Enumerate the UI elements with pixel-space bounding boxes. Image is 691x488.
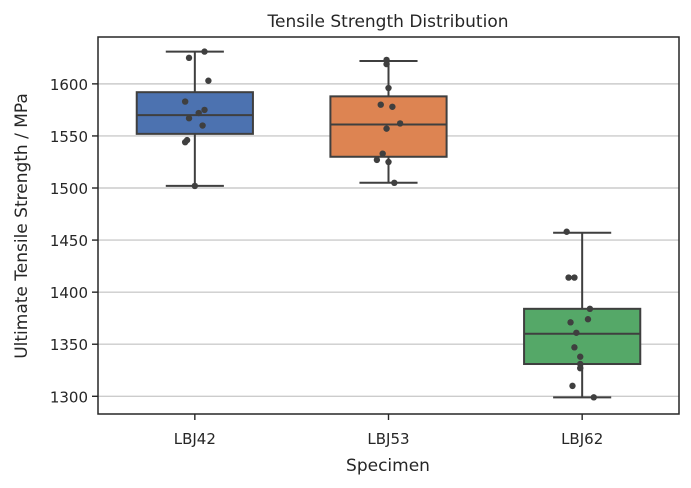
- data-point: [391, 179, 398, 187]
- x-tick-label: LBJ42: [174, 430, 216, 448]
- data-point: [205, 77, 212, 84]
- data-point: [565, 274, 572, 281]
- data-point: [383, 125, 390, 132]
- data-point: [577, 353, 584, 360]
- data-point: [586, 305, 594, 313]
- data-point: [383, 60, 390, 68]
- y-axis-ticks: 1300 1350 1400 1450 1500 1550 1600: [50, 76, 98, 406]
- data-point: [573, 329, 580, 336]
- data-point: [571, 344, 578, 351]
- data-point: [563, 228, 570, 235]
- data-point: [181, 138, 189, 146]
- y-axis-label: Ultimate Tensile Strength / MPa: [12, 93, 32, 359]
- x-tick-label: LBJ53: [367, 430, 409, 448]
- x-axis-label: Specimen: [346, 456, 430, 476]
- x-tick-label: LBJ62: [561, 430, 603, 448]
- x-axis-ticks: LBJ42 LBJ53 LBJ62: [174, 414, 603, 448]
- data-point: [185, 54, 193, 62]
- chart-title: Tensile Strength Distribution: [266, 12, 508, 32]
- data-point: [199, 122, 206, 129]
- data-point: [377, 101, 384, 108]
- y-tick-label: 1300: [50, 388, 88, 406]
- data-point: [567, 319, 574, 326]
- y-tick-label: 1600: [50, 76, 88, 94]
- data-point: [201, 106, 208, 114]
- boxes-layer: [135, 50, 642, 399]
- data-point: [584, 316, 592, 323]
- y-tick-label: 1350: [50, 336, 88, 354]
- data-point: [181, 98, 189, 105]
- data-point: [195, 109, 202, 117]
- data-point: [571, 274, 578, 281]
- data-point: [577, 364, 584, 372]
- data-point: [569, 382, 576, 390]
- data-point: [389, 103, 396, 110]
- points-layer: [181, 48, 597, 401]
- y-tick-label: 1450: [50, 232, 88, 250]
- data-point: [191, 182, 199, 190]
- y-tick-label: 1500: [50, 180, 88, 198]
- data-point: [373, 156, 381, 164]
- data-point: [385, 158, 392, 166]
- data-point: [379, 150, 386, 157]
- data-point: [396, 120, 404, 127]
- box-lbj42: [135, 91, 254, 135]
- data-point: [201, 48, 208, 55]
- data-point: [385, 84, 392, 92]
- data-point: [185, 115, 193, 122]
- data-point: [590, 394, 597, 401]
- y-tick-label: 1550: [50, 128, 88, 146]
- y-tick-label: 1400: [50, 284, 88, 302]
